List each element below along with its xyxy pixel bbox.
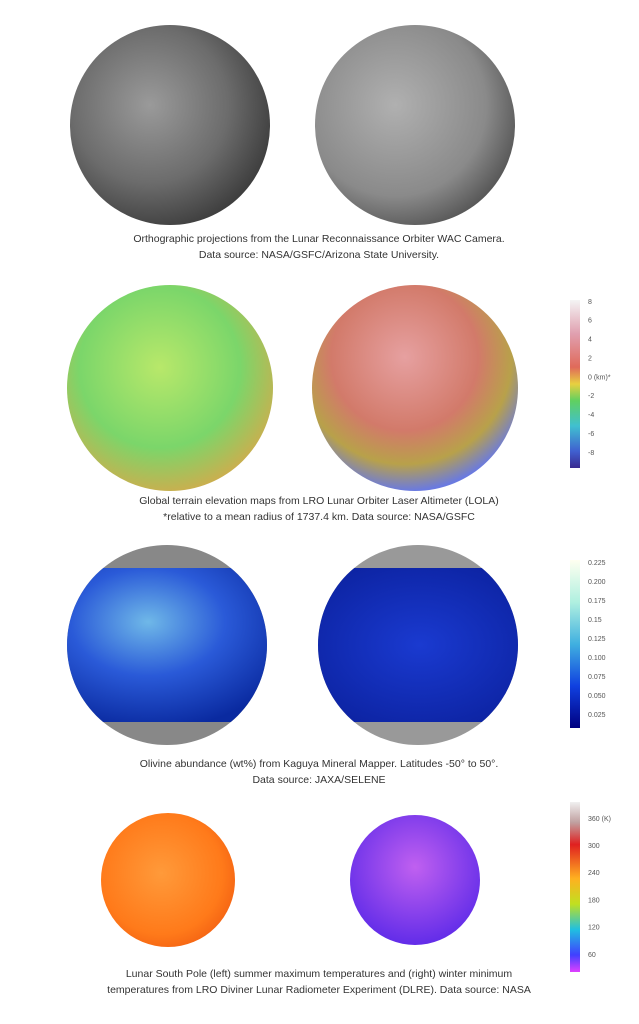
colorbar-label: -4 — [588, 412, 594, 419]
colorbar-label: 0 (km)* — [588, 374, 611, 381]
colorbar-label: 8 — [588, 299, 592, 306]
colorbar-label: 120 — [588, 925, 600, 932]
elevation-far-side — [312, 285, 518, 491]
colorbar-label: 300 — [588, 843, 600, 850]
caption: temperatures from LRO Diviner Lunar Radi… — [107, 984, 531, 996]
caption: Global terrain elevation maps from LRO L… — [139, 495, 498, 507]
colorbar-label: 60 — [588, 952, 596, 959]
temperature-winter — [350, 815, 480, 945]
olivine-near-side — [67, 545, 267, 745]
colorbar — [570, 300, 580, 468]
colorbar-label: 0.100 — [588, 655, 606, 662]
caption: Data source: NASA/GSFC/Arizona State Uni… — [199, 249, 439, 261]
colorbar — [570, 802, 580, 972]
colorbar-label: 0.200 — [588, 579, 606, 586]
colorbar-label: 180 — [588, 897, 600, 904]
moon-far-side — [315, 25, 515, 225]
elevation-near-side — [67, 285, 273, 491]
colorbar-label: 0.125 — [588, 636, 606, 643]
colorbar-label: 360 (K) — [588, 816, 611, 823]
caption: Data source: JAXA/SELENE — [252, 774, 385, 786]
caption: *relative to a mean radius of 1737.4 km.… — [163, 511, 475, 523]
caption: Orthographic projections from the Lunar … — [133, 233, 504, 245]
colorbar-label: 240 — [588, 870, 600, 877]
colorbar-label: 0.225 — [588, 560, 606, 567]
colorbar-label: 2 — [588, 355, 592, 362]
moon-near-side — [70, 25, 270, 225]
colorbar-label: -2 — [588, 393, 594, 400]
colorbar-label: 0.15 — [588, 617, 602, 624]
caption: Lunar South Pole (left) summer maximum t… — [126, 968, 513, 980]
olivine-far-side — [318, 545, 518, 745]
temperature-summer — [101, 813, 235, 947]
colorbar-label: 6 — [588, 318, 592, 325]
colorbar-label: 0.050 — [588, 693, 606, 700]
colorbar-label: -6 — [588, 431, 594, 438]
colorbar-label: 0.175 — [588, 598, 606, 605]
colorbar-label: 4 — [588, 337, 592, 344]
colorbar — [570, 560, 580, 728]
colorbar-label: -8 — [588, 450, 594, 457]
caption: Olivine abundance (wt%) from Kaguya Mine… — [140, 758, 499, 770]
colorbar-label: 0.025 — [588, 712, 606, 719]
colorbar-label: 0.075 — [588, 674, 606, 681]
